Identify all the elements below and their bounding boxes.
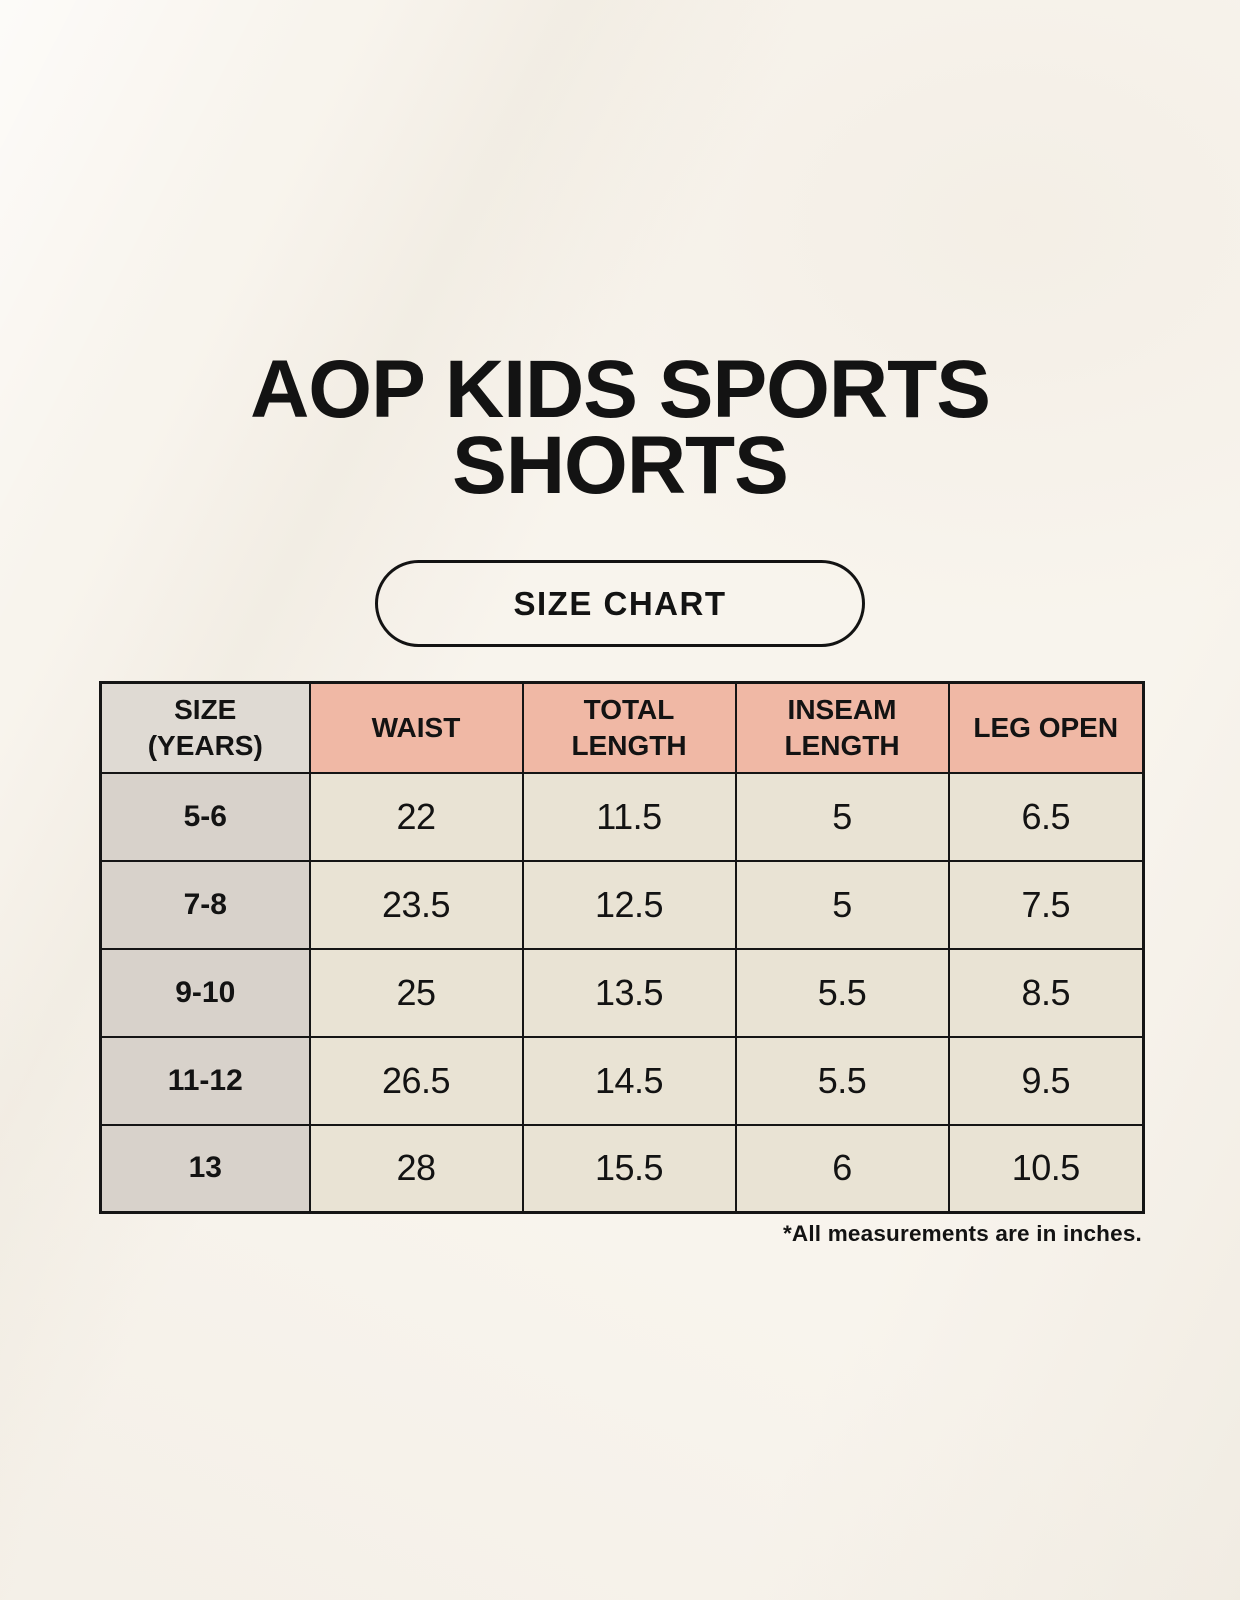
size-cell: 11-12	[99, 1035, 311, 1126]
table-row: 9-10 25 13.5 5.5 8.5	[99, 947, 1145, 1038]
size-cell: 5-6	[99, 771, 311, 862]
table-row: 13 28 15.5 6 10.5	[99, 1123, 1145, 1214]
inseam-length-cell: 6	[734, 1123, 950, 1214]
header-leg-open: LEG OPEN	[947, 681, 1145, 774]
size-chart-badge-label: SIZE CHART	[513, 584, 727, 622]
header-size-years: SIZE (YEARS)	[99, 681, 311, 774]
total-length-cell: 13.5	[521, 947, 737, 1038]
header-size-years-line2: (YEARS)	[147, 729, 263, 761]
leg-open-cell: 8.5	[947, 947, 1145, 1038]
table-row: 5-6 22 11.5 5 6.5	[99, 771, 1145, 862]
total-length-cell: 12.5	[521, 859, 737, 950]
waist-cell: 28	[308, 1123, 524, 1214]
table-row: 11-12 26.5 14.5 5.5 9.5	[99, 1035, 1145, 1126]
total-length-cell: 15.5	[521, 1123, 737, 1214]
header-total-length: TOTAL LENGTH	[521, 681, 737, 774]
waist-cell: 22	[308, 771, 524, 862]
leg-open-cell: 10.5	[947, 1123, 1145, 1214]
measurements-footnote: *All measurements are in inches.	[782, 1221, 1142, 1246]
leg-open-cell: 9.5	[947, 1035, 1145, 1126]
inseam-length-cell: 5	[734, 771, 950, 862]
header-total-length-line2: LENGTH	[571, 729, 687, 761]
header-size-years-line1: SIZE	[174, 693, 237, 725]
size-chart-table: SIZE (YEARS) WAIST TOTAL LENGTH INSEAM L…	[99, 681, 1145, 1214]
header-waist: WAIST	[308, 681, 524, 774]
inseam-length-cell: 5	[734, 859, 950, 950]
header-total-length-line1: TOTAL	[583, 693, 675, 725]
header-leg-open-line1: LEG OPEN	[973, 711, 1119, 743]
total-length-cell: 14.5	[521, 1035, 737, 1126]
table-row: 7-8 23.5 12.5 5 7.5	[99, 859, 1145, 950]
header-inseam-length-line1: INSEAM	[787, 693, 897, 725]
size-cell: 13	[99, 1123, 311, 1214]
page-title: AOP KIDS SPORTS SHORTS	[0, 344, 1240, 512]
waist-cell: 23.5	[308, 859, 524, 950]
page-title-line1: AOP KIDS SPORTS	[250, 344, 991, 435]
waist-cell: 25	[308, 947, 524, 1038]
page-title-line2: SHORTS	[452, 420, 789, 512]
header-inseam-length-line2: LENGTH	[784, 729, 900, 761]
size-chart-badge: SIZE CHART	[375, 560, 865, 647]
header-waist-line1: WAIST	[371, 711, 461, 743]
leg-open-cell: 6.5	[947, 771, 1145, 862]
size-cell: 7-8	[99, 859, 311, 950]
leg-open-cell: 7.5	[947, 859, 1145, 950]
inseam-length-cell: 5.5	[734, 947, 950, 1038]
inseam-length-cell: 5.5	[734, 1035, 950, 1126]
size-cell: 9-10	[99, 947, 311, 1038]
table-header-row: SIZE (YEARS) WAIST TOTAL LENGTH INSEAM L…	[99, 681, 1145, 774]
total-length-cell: 11.5	[521, 771, 737, 862]
waist-cell: 26.5	[308, 1035, 524, 1126]
header-inseam-length: INSEAM LENGTH	[734, 681, 950, 774]
